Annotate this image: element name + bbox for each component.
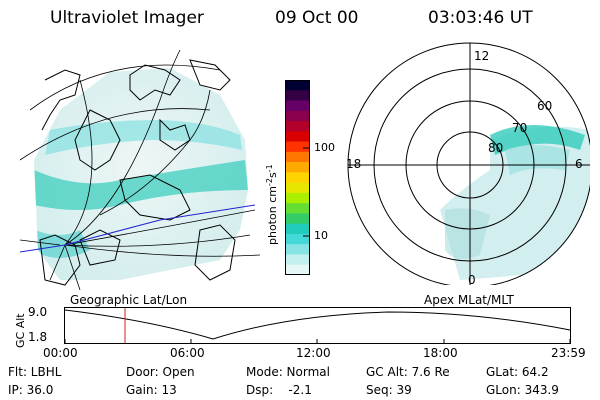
time-tick-1: 06:00 <box>170 346 205 360</box>
colorbar-stripe <box>285 182 310 194</box>
mode-info: Mode: Normal <box>246 365 330 379</box>
time-tick-4: 23:59 <box>551 346 586 360</box>
app-title: Ultraviolet Imager <box>50 8 204 28</box>
mlt-18-label: 18 <box>346 157 361 171</box>
colorbar-stripe <box>285 223 310 235</box>
time-tick-3: 18:00 <box>423 346 458 360</box>
colorbar-tick-100: 100 <box>314 141 335 154</box>
colorbar-unit-label: photon cm-2s-1 <box>265 164 279 245</box>
svg-text:photon cm-2s-1: photon cm-2s-1 <box>265 164 279 245</box>
colorbar-stripe <box>285 213 310 225</box>
dsp-info: Dsp: -2.1 <box>246 383 312 397</box>
colorbar-stripe <box>285 233 310 245</box>
colorbar-stripe <box>285 141 310 153</box>
colorbar-stripe <box>285 110 310 122</box>
ip-info: IP: 36.0 <box>8 383 54 397</box>
mlat-80-label: 80 <box>488 141 503 155</box>
mlat-70-label: 70 <box>512 121 527 135</box>
colorbar-stripe <box>285 192 310 204</box>
filter-info: Flt: LBHL <box>8 365 62 379</box>
colorbar-stripe <box>285 172 310 184</box>
time-tick-0: 00:00 <box>43 346 78 360</box>
altitude-low-label: 1.8 <box>28 330 47 344</box>
colorbar-stripe <box>285 162 310 173</box>
colorbar-stripe <box>285 264 310 275</box>
sequence-info: Seq: 39 <box>366 383 412 397</box>
altitude-axis-label: GC Alt <box>14 313 27 348</box>
colorbar-stripe <box>285 244 310 255</box>
glon-info: GLon: 343.9 <box>486 383 559 397</box>
colorbar-stripe <box>285 131 310 143</box>
colorbar <box>285 80 310 275</box>
altitude-plot: GC Alt 9.0 1.8 <box>14 305 571 348</box>
colorbar-tick-10: 10 <box>314 229 328 242</box>
polar-plot: 12 0 18 6 60 70 80 <box>346 42 590 285</box>
gain-info: Gain: 13 <box>126 383 177 397</box>
altitude-high-label: 9.0 <box>28 305 47 319</box>
glat-info: GLat: 64.2 <box>486 365 549 379</box>
mlt-0-label: 0 <box>468 273 476 285</box>
colorbar-stripe <box>285 121 310 132</box>
mlat-60-label: 60 <box>537 99 552 113</box>
mlt-12-label: 12 <box>474 49 489 63</box>
geographic-caption: Geographic Lat/Lon <box>70 293 188 307</box>
colorbar-stripe <box>285 151 310 163</box>
colorbar-stripe <box>285 100 310 112</box>
date-label: 09 Oct 00 <box>275 8 359 28</box>
colorbar-stripe <box>285 254 310 266</box>
polar-caption: Apex MLat/MLT <box>424 293 514 307</box>
door-info: Door: Open <box>126 365 195 379</box>
colorbar-stripe <box>285 80 310 91</box>
colorbar-stripe <box>285 203 310 214</box>
gc-altitude-info: GC Alt: 7.6 Re <box>366 365 450 379</box>
time-label: 03:03:46 UT <box>428 8 533 28</box>
geographic-image <box>20 49 260 290</box>
mlt-6-label: 6 <box>575 157 583 171</box>
colorbar-stripe <box>285 90 310 102</box>
time-tick-2: 12:00 <box>296 346 331 360</box>
